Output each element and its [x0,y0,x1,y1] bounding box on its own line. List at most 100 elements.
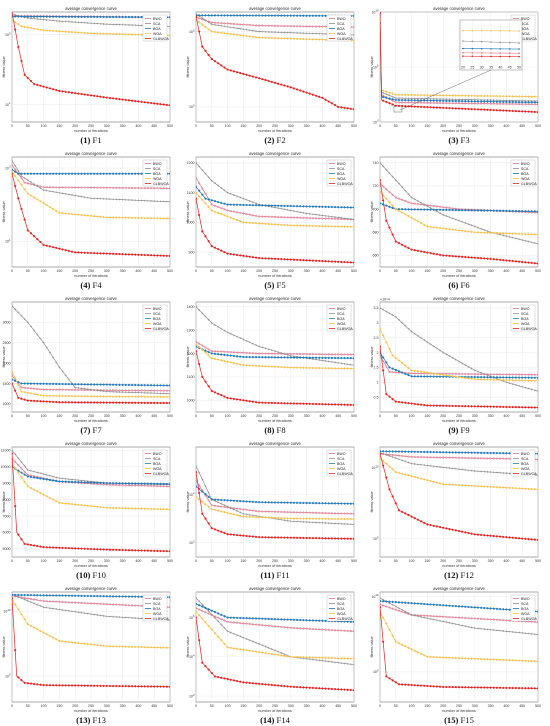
marker-bwo [289,626,292,629]
marker-bwo [149,187,153,190]
marker-bwo [346,512,349,515]
marker-sca [137,199,140,202]
marker-glbwoa [146,101,149,104]
marker-woa [432,225,436,229]
marker-glbwoa [492,405,495,408]
marker-bwo [61,600,64,604]
marker-boa [93,15,96,19]
marker-woa [137,645,140,649]
marker-glbwoa [461,405,464,408]
marker-glbwoa [461,107,464,110]
marker-woa [248,515,252,519]
marker-sca [445,353,448,356]
marker-sca [226,630,229,633]
marker-woa [32,27,36,30]
y-axis-label: fitness value [2,346,6,367]
marker-bwo [419,101,423,104]
marker-sca [33,470,36,473]
marker-sca [413,97,416,100]
marker-glbwoa [245,681,248,684]
marker-woa [238,33,242,37]
marker-woa [204,202,207,205]
marker-glbwoa [346,261,349,264]
marker-woa [498,231,502,235]
marker-woa [422,93,426,97]
marker-sca [416,334,419,337]
x-tick-label: 500 [167,269,173,273]
marker-woa [146,507,150,511]
marker-boa [232,203,236,206]
marker-boa [245,617,248,620]
marker-bwo [470,102,473,105]
marker-boa [42,477,45,481]
marker-glbwoa [480,257,483,260]
marker-bwo [505,457,508,460]
marker-sca [489,471,492,474]
marker-sca [36,333,39,336]
marker-sca [36,471,39,474]
marker-sca [39,187,42,190]
marker-glbwoa [48,87,52,90]
marker-sca [432,618,435,621]
marker-woa [419,221,423,225]
marker-woa [394,356,398,360]
marker-sca [423,339,426,342]
marker-woa [330,656,334,660]
legend-box [326,449,352,477]
marker-bwo [343,512,346,515]
marker-sca [274,649,276,652]
marker-sca [286,519,289,522]
marker-glbwoa [330,260,333,263]
marker-bwo [292,25,296,28]
marker-sca [131,616,134,619]
marker-sca [67,193,70,196]
marker-sca [302,520,305,523]
marker-sca [26,599,29,602]
marker-sca [346,662,349,665]
marker-bwo [432,204,435,208]
marker-glbwoa [93,94,96,97]
marker-woa [464,484,467,487]
marker-bwo [311,217,315,220]
marker-woa [479,657,483,661]
marker-bwo [442,101,445,105]
marker-glbwoa [385,393,388,396]
marker-sca [308,32,311,35]
marker-boa [99,481,102,485]
marker-glbwoa [470,108,473,111]
marker-woa [102,215,105,219]
inset-tick-label: 30 [480,66,484,70]
legend-label-sca: SCA [521,457,529,461]
marker-sca [217,184,220,187]
marker-glbwoa [127,401,131,404]
marker-bwo [302,511,305,514]
marker-boa [93,481,96,484]
x-tick-label: 450 [151,414,157,418]
marker-sca [442,620,445,623]
marker-sca [330,360,333,363]
marker-bwo [385,365,388,368]
panel-name: F9 [458,425,469,435]
marker-bwo [483,102,486,105]
marker-glbwoa [489,534,492,537]
legend-label-bwo: BWO [153,17,162,21]
marker-glbwoa [454,529,457,532]
marker-glbwoa [404,512,407,515]
marker-boa [438,99,442,102]
marker-sca [112,23,115,26]
marker-glbwoa [112,97,115,100]
inset-marker-sca [490,41,492,43]
marker-bwo [254,623,258,626]
marker-woa [445,227,448,231]
marker-woa [168,34,170,37]
marker-sca [435,97,438,100]
marker-boa [451,451,454,454]
marker-sca [380,451,381,454]
legend-label-woa: WOA [153,612,162,616]
marker-boa [385,96,388,99]
marker-glbwoa [404,683,407,686]
marker-boa [292,501,296,504]
marker-sca [289,209,292,212]
marker-woa [308,656,312,659]
